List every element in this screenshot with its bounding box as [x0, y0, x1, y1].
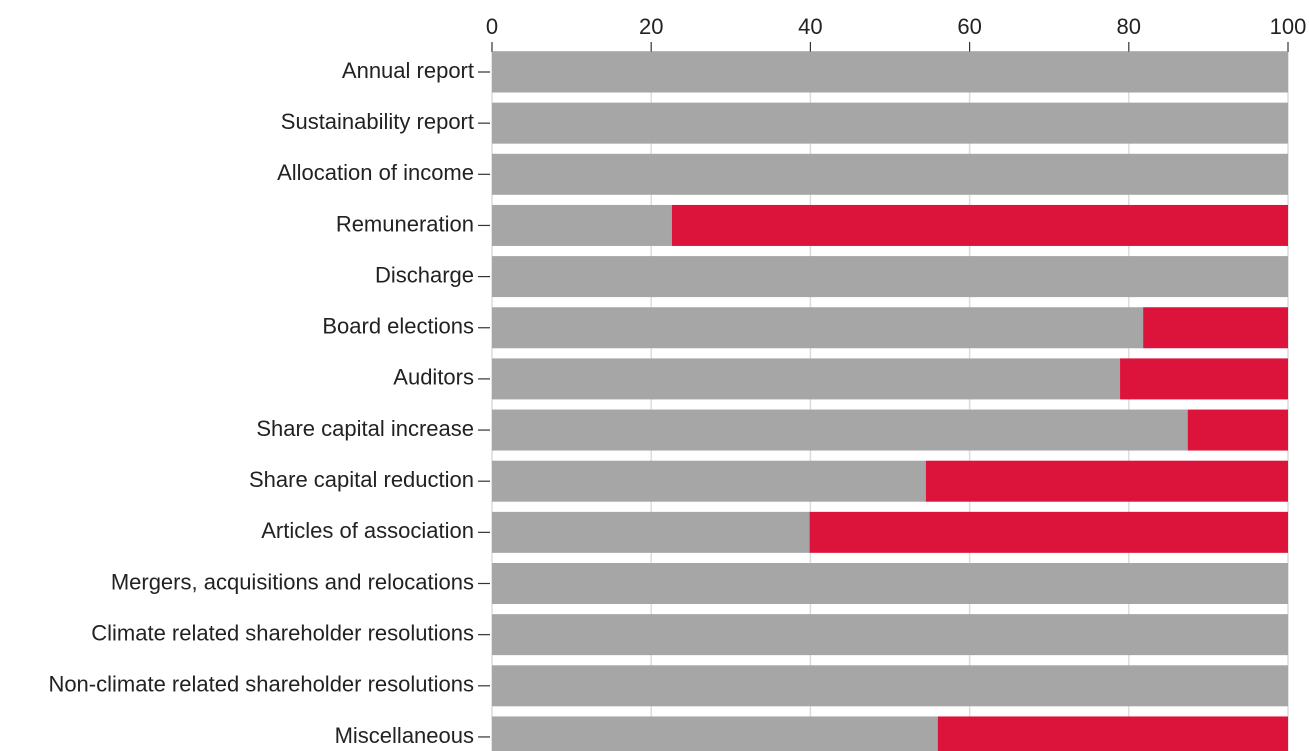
bar-segment: [925, 460, 1288, 502]
y-tick-label: Board elections: [322, 314, 474, 339]
y-tick-label: Sustainability report: [281, 109, 474, 134]
bar-segment: [492, 511, 810, 553]
y-tick-label: Non-climate related shareholder resoluti…: [48, 672, 474, 697]
bar-segment: [492, 153, 1288, 195]
x-tick-label: 40: [798, 14, 822, 39]
bar-segment: [671, 204, 1288, 246]
x-tick-label: 60: [957, 14, 981, 39]
y-tick-label: Share capital reduction: [249, 467, 474, 492]
x-tick-label: 0: [486, 14, 498, 39]
bar-segment: [492, 665, 1288, 707]
bar-segment: [492, 204, 672, 246]
bar-segment: [1143, 307, 1288, 349]
x-tick-label: 20: [639, 14, 663, 39]
y-tick-label: Share capital increase: [256, 416, 474, 441]
bar-segment: [1187, 409, 1288, 451]
bar-segment: [492, 358, 1121, 400]
bar-segment: [492, 256, 1288, 298]
y-tick-label: Climate related shareholder resolutions: [91, 620, 474, 645]
y-tick-label: Miscellaneous: [335, 723, 474, 748]
bar-segment: [809, 511, 1288, 553]
y-tick-label: Articles of association: [261, 518, 474, 543]
y-tick-label: Remuneration: [336, 211, 474, 236]
bar-segment: [492, 460, 926, 502]
x-tick-label: 80: [1117, 14, 1141, 39]
bar-segment: [492, 51, 1288, 93]
bar-segment: [1120, 358, 1288, 400]
x-tick-label: 100: [1270, 14, 1307, 39]
y-tick-label: Allocation of income: [277, 160, 474, 185]
bar-segment: [492, 716, 938, 751]
bar-segment: [492, 563, 1288, 604]
y-tick-label: Auditors: [393, 365, 474, 390]
y-tick-label: Discharge: [375, 262, 474, 287]
bar-segment: [492, 614, 1288, 656]
bar-segment: [492, 307, 1144, 349]
y-tick-label: Mergers, acquisitions and relocations: [111, 569, 474, 594]
bar-segment: [492, 409, 1188, 451]
bar-segment: [937, 716, 1288, 751]
y-tick-label: Annual report: [342, 58, 474, 83]
bar-segment: [492, 102, 1288, 144]
